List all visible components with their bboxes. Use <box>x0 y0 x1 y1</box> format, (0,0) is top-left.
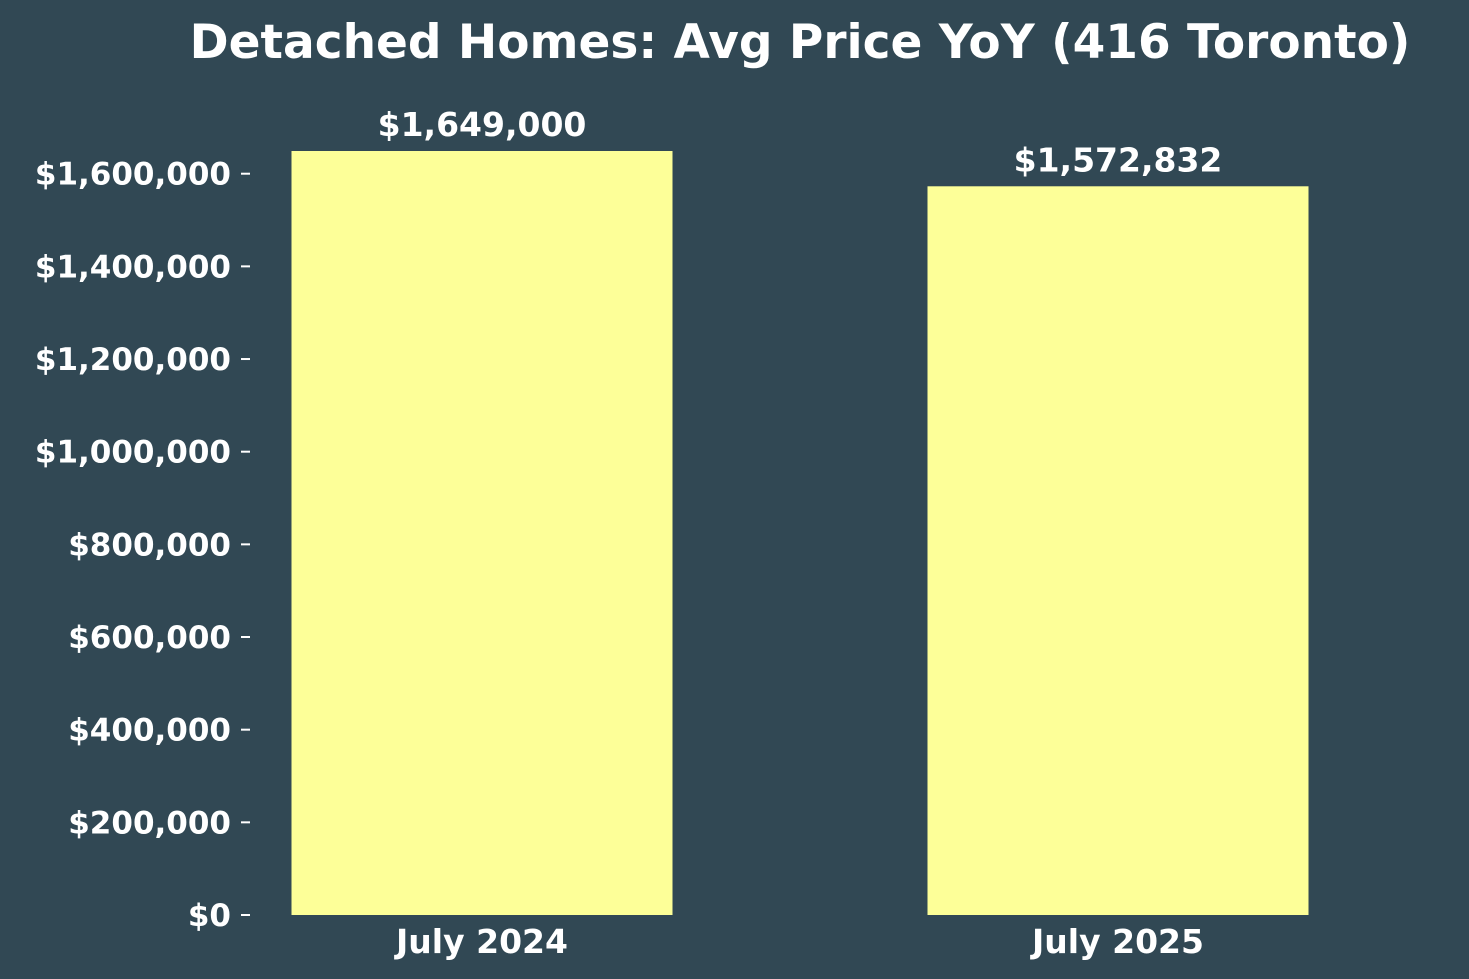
chart-title: Detached Homes: Avg Price YoY (416 Toron… <box>190 15 1411 70</box>
y-tick-label: $1,200,000 <box>35 342 231 378</box>
bars-group: $1,649,000 $1,572,832 <box>291 105 1309 915</box>
bar <box>927 186 1309 915</box>
x-category-label: July 2024 <box>394 922 568 961</box>
y-tick-label: $0 <box>188 898 231 934</box>
y-tick-label: $400,000 <box>68 713 231 749</box>
y-tick-label: $600,000 <box>68 620 231 656</box>
bar-value-label: $1,572,832 <box>1014 140 1223 179</box>
y-axis: $0 $200,000 $400,000 $600,000 $800,000 $1,000… <box>35 157 250 934</box>
bar-value-label: $1,649,000 <box>378 105 587 144</box>
x-axis: July 2024 July 2025 <box>394 922 1204 961</box>
x-category-label: July 2025 <box>1030 922 1204 961</box>
y-tick-label: $1,600,000 <box>35 157 231 193</box>
bar <box>291 151 673 915</box>
y-tick-label: $200,000 <box>68 805 231 841</box>
y-tick-label: $1,400,000 <box>35 249 231 285</box>
y-tick-label: $1,000,000 <box>35 435 231 471</box>
y-tick-label: $800,000 <box>68 527 231 563</box>
